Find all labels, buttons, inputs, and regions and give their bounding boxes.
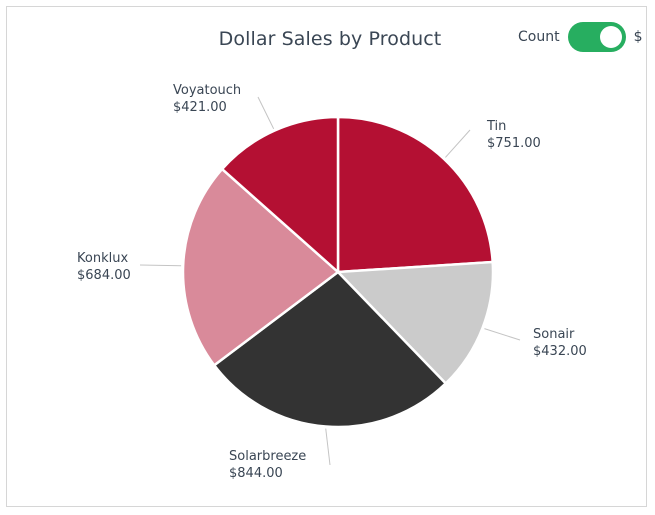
slice-label-solarbreeze: Solarbreeze xyxy=(229,449,306,464)
count-dollar-toggle[interactable] xyxy=(567,22,626,52)
toggle-label-count: Count xyxy=(518,29,560,45)
slice-value-konklux: $684.00 xyxy=(77,268,131,283)
slice-value-solarbreeze: $844.00 xyxy=(229,466,283,481)
leader-line-tin xyxy=(445,129,471,158)
slice-label-tin: Tin xyxy=(486,119,506,134)
slice-value-tin: $751.00 xyxy=(487,136,541,151)
leader-line-solarbreeze xyxy=(325,428,331,466)
pie-slice-sonair[interactable] xyxy=(335,260,495,386)
chart-title: Dollar Sales by Product xyxy=(218,28,442,50)
pie-slice-konklux[interactable] xyxy=(181,167,340,368)
pie-slice-solarbreeze[interactable] xyxy=(212,270,448,429)
leader-line-sonair xyxy=(484,328,521,341)
slice-label-sonair: Sonair xyxy=(533,327,575,342)
leader-line-voyatouch xyxy=(257,96,275,130)
slice-value-sonair: $432.00 xyxy=(533,344,587,359)
leader-line-konklux xyxy=(139,264,182,267)
pie-slice-voyatouch[interactable] xyxy=(220,115,340,275)
toggle-knob xyxy=(599,26,622,48)
toggle-label-dollar: $ xyxy=(633,29,643,45)
currency-toggle-group: Count $ xyxy=(518,22,643,52)
slice-label-voyatouch: Voyatouch xyxy=(173,83,241,98)
pie-slice-tin[interactable] xyxy=(336,115,495,274)
slice-value-voyatouch: $421.00 xyxy=(173,100,227,115)
slice-label-konklux: Konklux xyxy=(77,251,128,266)
